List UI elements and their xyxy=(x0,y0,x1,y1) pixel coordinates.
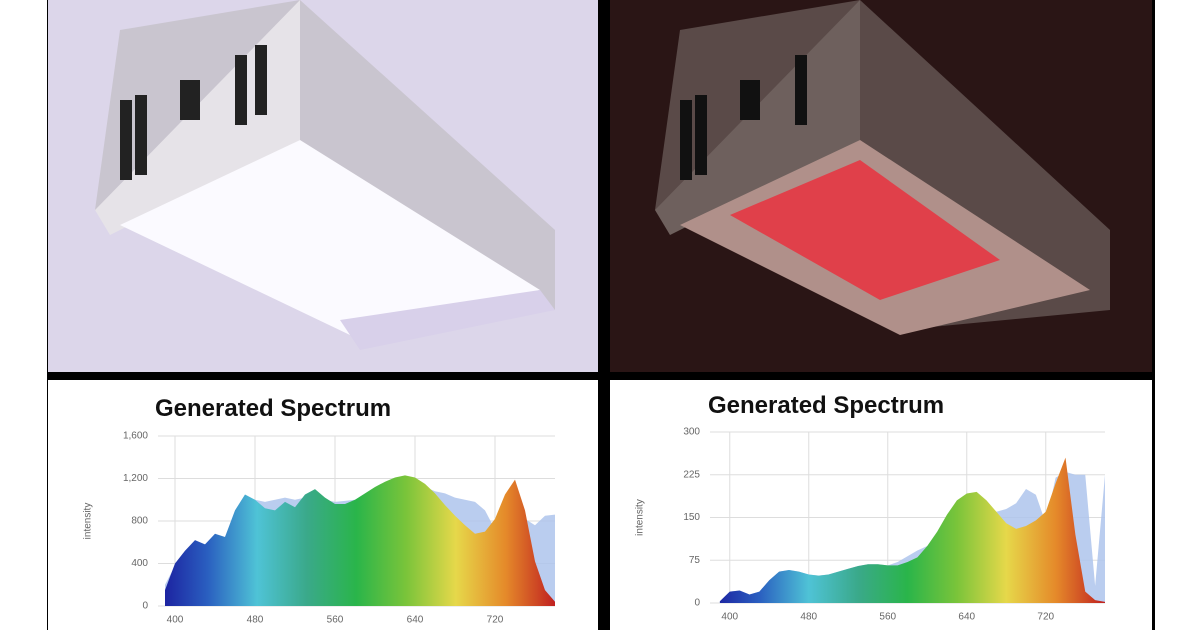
x-tick-label: 400 xyxy=(721,612,738,623)
y-tick-label: 300 xyxy=(683,427,700,438)
y-tick-label: 800 xyxy=(131,516,148,527)
x-tick-label: 480 xyxy=(800,612,817,623)
x-tick-label: 720 xyxy=(487,615,504,626)
spectrum-area xyxy=(719,457,1105,603)
y-tick-label: 150 xyxy=(683,512,700,523)
spectrum-area xyxy=(165,475,555,606)
y-tick-label: 400 xyxy=(131,558,148,569)
y-tick-label: 0 xyxy=(694,598,700,609)
chart-title: Generated Spectrum xyxy=(155,395,391,422)
chart: Generated Spectrum intensity 0 75 150 225 300 4… xyxy=(635,392,1105,623)
x-tick-label: 720 xyxy=(1037,612,1054,623)
y-tick-label: 1,200 xyxy=(123,473,148,484)
photo-white-light xyxy=(48,0,598,372)
y-tick-label: 0 xyxy=(142,601,148,612)
x-tick-label: 640 xyxy=(958,612,975,623)
y-tick-label: 1,600 xyxy=(123,431,148,442)
y-tick-label: 75 xyxy=(689,555,701,566)
x-tick-label: 400 xyxy=(167,615,184,626)
chart: Generated Spectrum intensity 0 400 800 1,200 1… xyxy=(83,395,555,626)
x-tick-label: 640 xyxy=(407,615,424,626)
y-tick-label: 225 xyxy=(683,469,700,480)
y-axis-label: intensity xyxy=(635,499,646,536)
x-tick-label: 560 xyxy=(879,612,896,623)
x-tick-label: 560 xyxy=(327,615,344,626)
y-axis-label: intensity xyxy=(83,503,94,540)
photo-red-light xyxy=(610,0,1152,372)
x-tick-label: 480 xyxy=(247,615,264,626)
chart-title: Generated Spectrum xyxy=(708,392,944,419)
